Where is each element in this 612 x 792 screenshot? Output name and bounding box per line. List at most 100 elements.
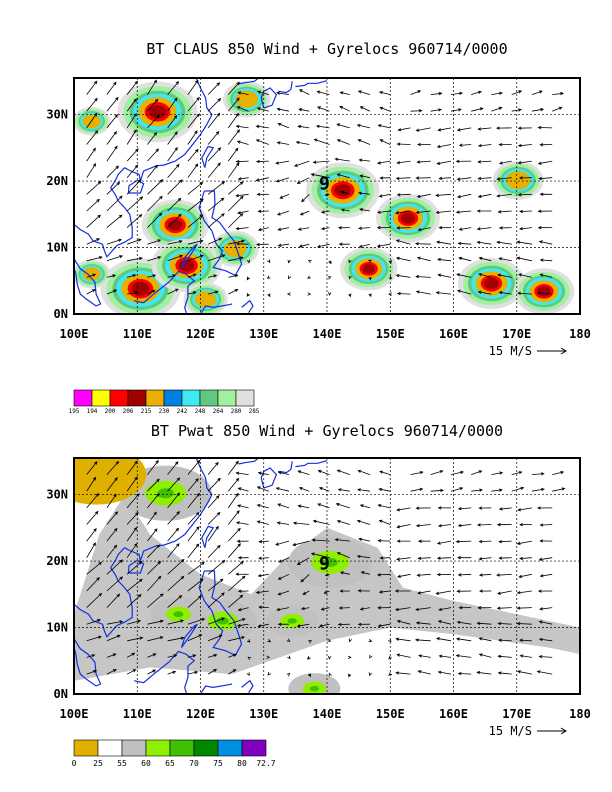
wind-vector	[187, 130, 198, 145]
x-tick-label-pwat: 110E	[123, 707, 152, 721]
wind-vector	[187, 113, 200, 129]
coastlines-pwat	[74, 458, 328, 694]
wind-vector	[348, 259, 352, 264]
wind-vector	[208, 274, 218, 278]
colorbar-tick-label-10: 285	[249, 408, 260, 415]
wind-vector	[436, 160, 452, 165]
wind-vector	[340, 190, 350, 195]
wind-vector	[147, 560, 162, 575]
coastline-0	[124, 458, 213, 564]
wind-vector	[357, 139, 371, 145]
wind-vector	[286, 292, 291, 296]
coastline-2	[74, 224, 102, 307]
wind-vector	[519, 522, 532, 527]
wind-vector	[328, 260, 332, 265]
wind-vector	[235, 124, 249, 129]
wind-vector	[167, 288, 179, 295]
wind-vector	[86, 198, 100, 212]
colorbar-tick-label-8: 264	[213, 408, 224, 415]
wind-vector	[147, 164, 158, 178]
wind-vector	[395, 637, 411, 642]
field-contour-0	[74, 458, 147, 505]
wind-vector	[536, 670, 553, 675]
wind-vector	[296, 177, 310, 184]
wind-vector	[456, 177, 472, 181]
wind-vector	[275, 487, 290, 492]
wind-vector	[497, 210, 512, 214]
wind-vector	[416, 573, 431, 577]
wind-vector	[317, 503, 330, 509]
wind-vector	[106, 669, 117, 675]
wind-vector	[255, 159, 269, 164]
wind-vector	[126, 669, 137, 675]
wind-vector	[477, 176, 492, 181]
wind-vector	[456, 127, 472, 132]
wind-vector	[277, 503, 290, 509]
wind-vector	[368, 672, 372, 677]
wind-vector	[496, 590, 512, 595]
colorbar-tick-label-5: 70	[189, 759, 199, 768]
wind-vector	[235, 572, 249, 576]
wind-vector	[296, 623, 310, 628]
wind-vector	[388, 275, 393, 279]
colorbar-tick-label-8: 72.7	[256, 759, 275, 768]
wind-vector	[471, 488, 484, 492]
wind-vector	[207, 653, 218, 658]
wind-vector	[310, 552, 330, 559]
wind-vector	[537, 125, 553, 130]
field-contour-2	[287, 618, 297, 624]
wind-vector	[348, 293, 352, 298]
wind-vector	[147, 575, 162, 592]
wind-vector	[126, 526, 138, 542]
wind-vector	[437, 670, 452, 675]
wind-vector	[207, 525, 219, 542]
chart-title-pwat: BT Pwat 850 Wind + Gyrelocs 960714/0000	[151, 422, 503, 440]
wind-vector	[302, 590, 310, 595]
wind-vector	[267, 639, 272, 643]
wind-vector	[356, 519, 371, 525]
wind-vector	[476, 621, 492, 626]
coastline-6	[180, 243, 198, 268]
wind-vector	[388, 655, 392, 660]
colorbar-tick-label-3: 206	[123, 408, 134, 415]
wind-vector	[293, 160, 310, 167]
wind-vector	[227, 162, 240, 178]
field-blob-1	[288, 537, 373, 588]
wind-vector	[167, 97, 178, 112]
wind-vector	[496, 240, 512, 245]
wind-vector	[258, 539, 269, 544]
wind-vector	[106, 620, 124, 625]
field-blob-2	[141, 199, 209, 251]
wind-vector	[228, 636, 246, 642]
wind-vector	[126, 476, 138, 492]
field-contour-4	[223, 240, 247, 258]
wind-vector	[497, 654, 512, 659]
wind-vector	[207, 97, 222, 112]
wind-vector	[395, 671, 411, 675]
colorbar-tick-label-9: 280	[231, 408, 242, 415]
y-tick-label-pwat: 10N	[46, 621, 68, 635]
wind-vector	[126, 460, 138, 475]
wind-vector	[457, 523, 472, 528]
wind-vector	[235, 226, 249, 231]
wind-vector	[394, 210, 411, 215]
wind-vector	[436, 556, 452, 560]
wind-vector	[236, 623, 249, 628]
wind-vector	[228, 289, 239, 295]
wind-vector	[228, 669, 237, 675]
wind-vector	[257, 556, 269, 560]
wind-vector	[298, 89, 310, 95]
field-blob-5	[376, 194, 440, 243]
wind-vector	[247, 656, 252, 660]
wind-vector	[417, 590, 431, 595]
gyre-marker-claus: 9	[319, 173, 330, 194]
wind-vector	[126, 652, 136, 658]
wind-vector	[516, 240, 532, 245]
wind-vector	[531, 90, 543, 95]
coastline-10	[260, 467, 278, 489]
wind-vector	[277, 622, 290, 626]
wind-vector	[316, 90, 330, 95]
wind-vector	[359, 106, 371, 112]
wind-vector	[476, 209, 492, 213]
wind-vector	[246, 639, 251, 643]
